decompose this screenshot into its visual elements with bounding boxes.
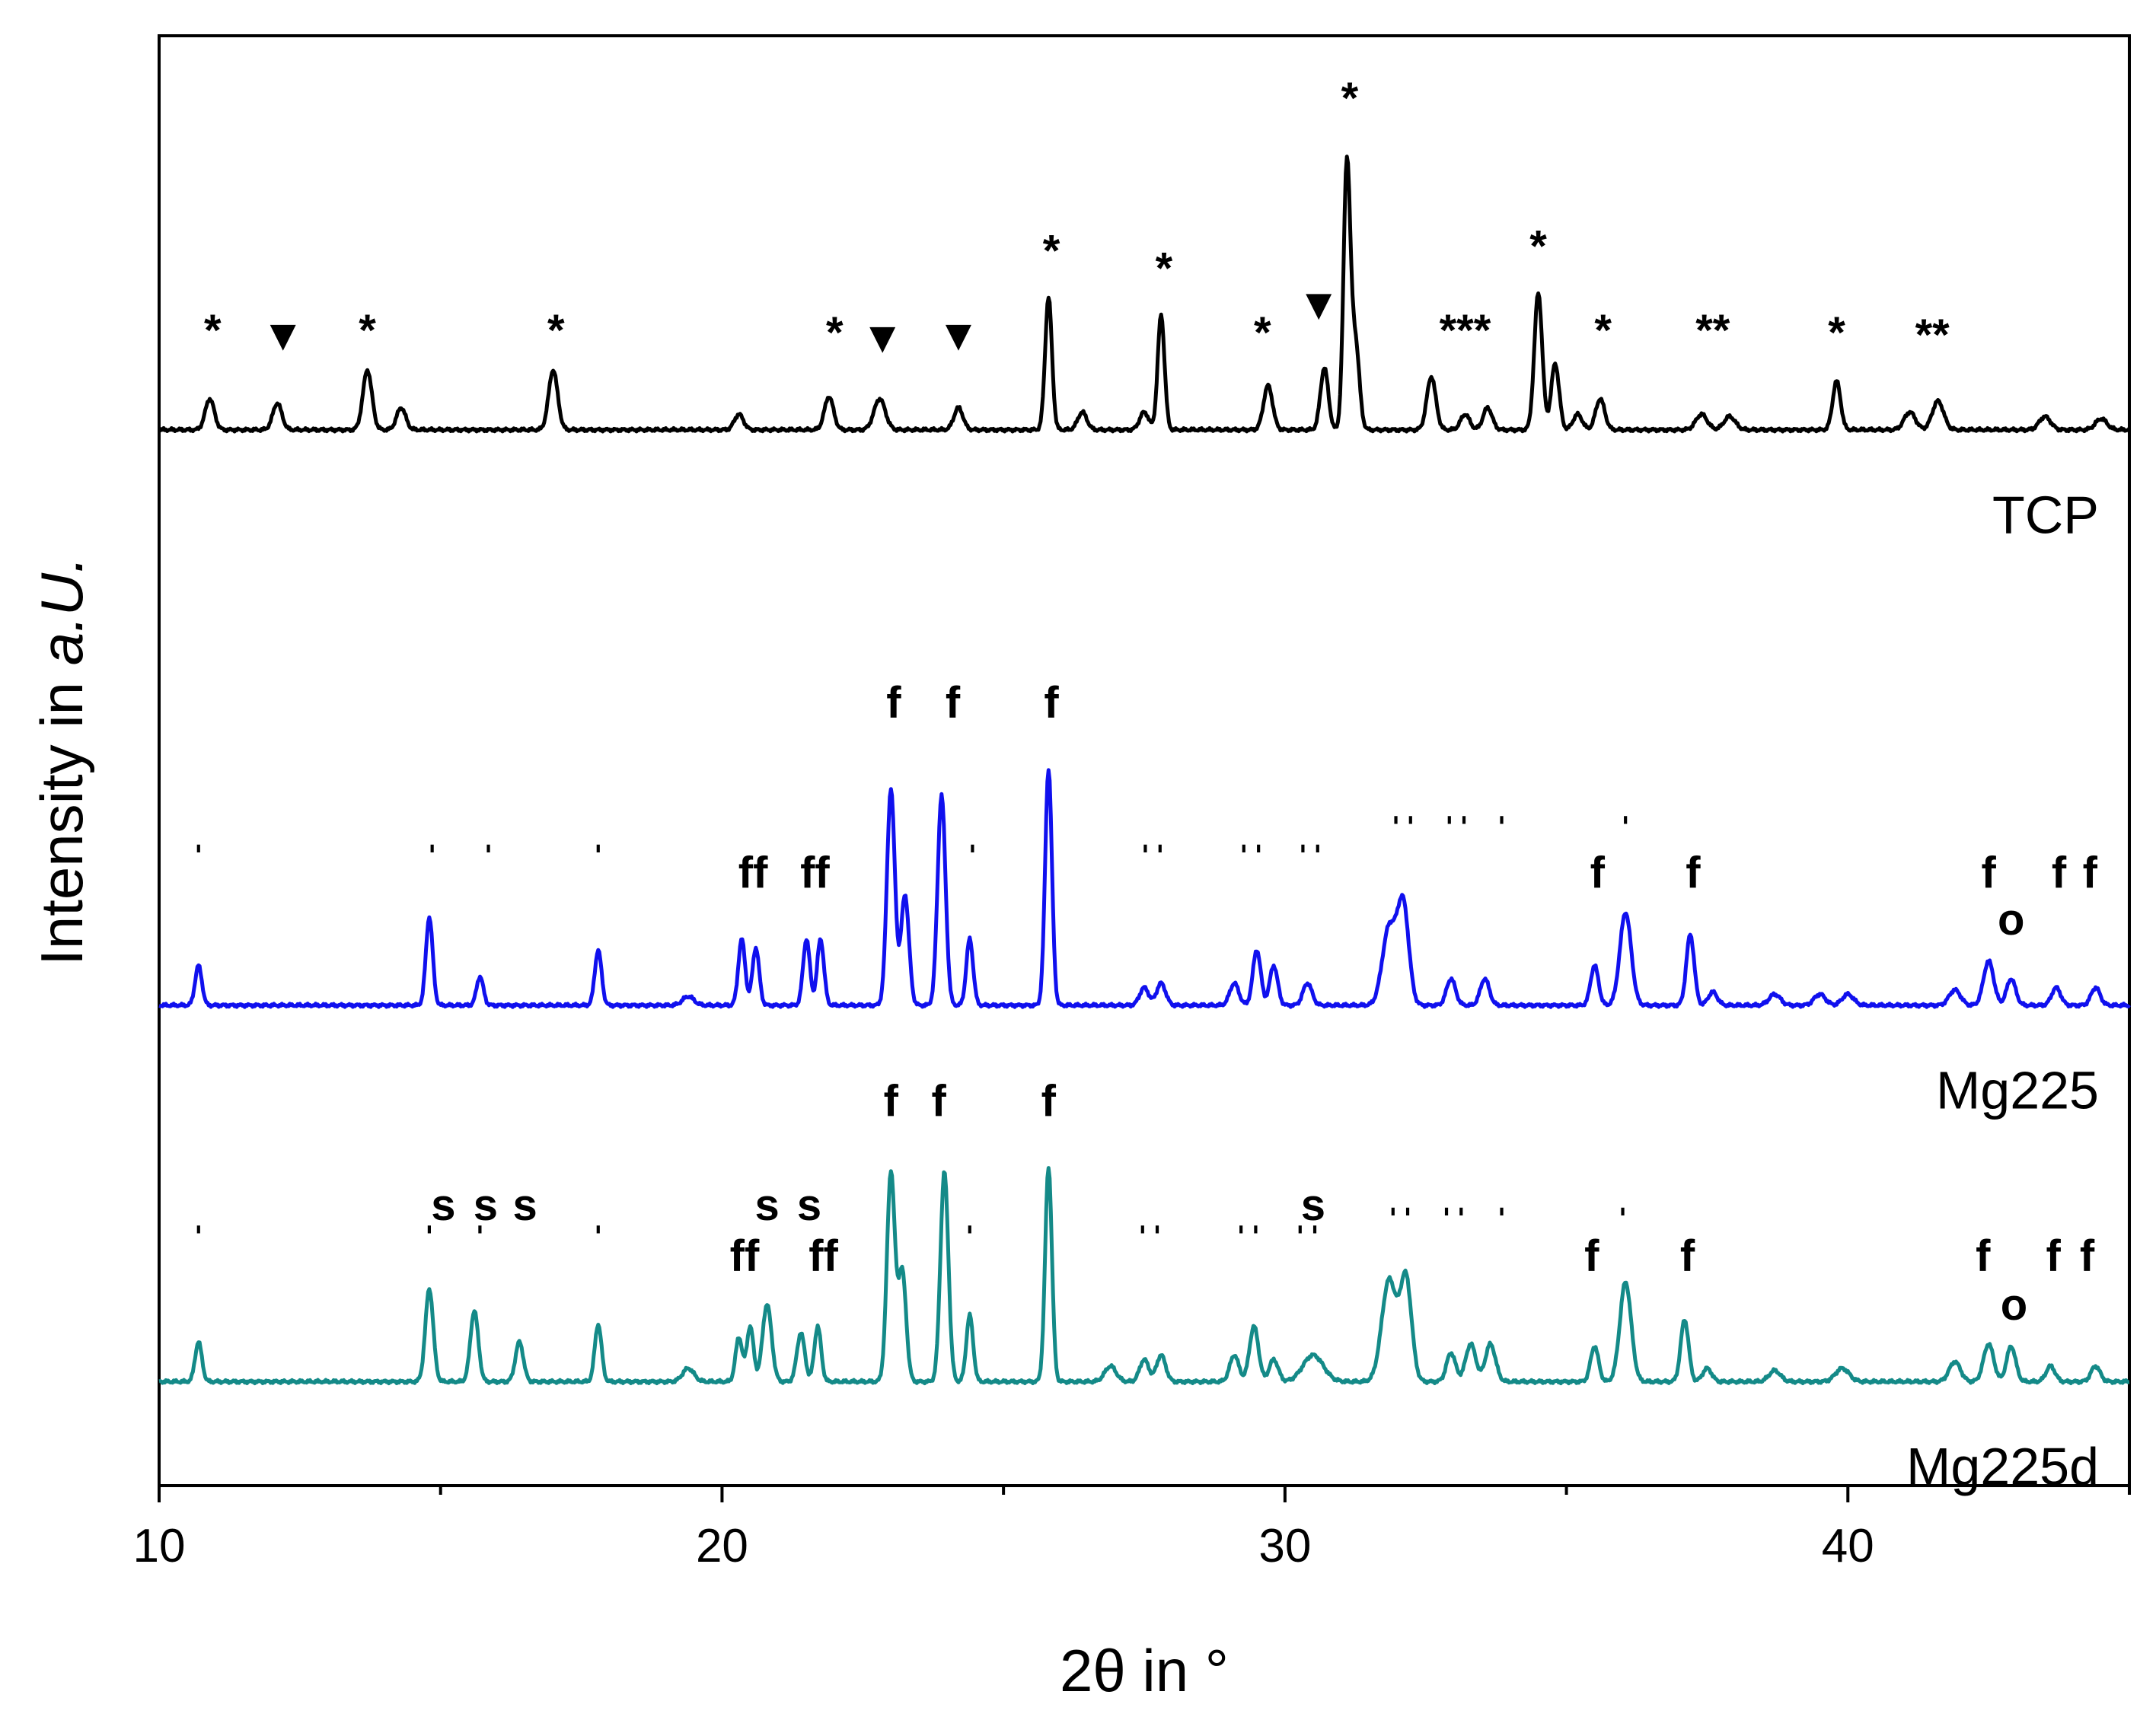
x-tick-label: 10 (133, 1520, 186, 1572)
plot-frame (158, 34, 2131, 1487)
phase-marker: f (2080, 1231, 2095, 1281)
phase-marker: ˈ (1615, 1200, 1630, 1250)
phase-marker: ▼ (1297, 279, 1341, 329)
phase-marker: f (2046, 1231, 2062, 1281)
phase-marker: ˈˈ (1442, 808, 1472, 858)
phase-marker: s (754, 1180, 779, 1230)
phase-marker: ˈ (422, 1218, 436, 1267)
phase-marker: f (1686, 849, 1701, 898)
phase-marker: * (1828, 308, 1845, 358)
phase-marker: s (1301, 1180, 1325, 1230)
phase-marker: * (826, 308, 844, 358)
series-line-mg225 (158, 768, 2131, 1009)
phase-marker: ˈˈ (1233, 1218, 1263, 1267)
phase-marker: f (1044, 678, 1059, 728)
phase-marker: ▼ (261, 311, 305, 360)
phase-marker: ˈ (962, 1218, 977, 1267)
phase-marker: ff (730, 1231, 760, 1281)
series-layer (158, 154, 2132, 1386)
phase-marker: f (884, 1076, 899, 1126)
phase-marker: ˈ (191, 1218, 206, 1267)
x-tick-label: 20 (696, 1520, 748, 1572)
phase-marker: ▼ (860, 313, 904, 362)
phase-marker: ˈˈ (1138, 837, 1168, 887)
phase-marker: f (946, 678, 961, 728)
phase-marker: ▼ (936, 311, 980, 360)
phase-marker: o (1998, 895, 2024, 945)
y-axis-title: Intensity in a.U. (28, 556, 95, 966)
phase-marker: ˈ (591, 837, 605, 887)
phase-marker: f (1981, 849, 1996, 898)
phase-marker: f (1041, 1076, 1057, 1126)
phase-marker: ff (800, 849, 830, 898)
x-axis-title: 2θ in ° (1060, 1637, 1229, 1704)
phase-marker: ˈˈ (1135, 1218, 1165, 1267)
phase-marker: ˈ (191, 837, 206, 887)
phase-marker: s (474, 1180, 498, 1230)
phase-marker: ˈ (1619, 808, 1633, 858)
phase-marker: o (2001, 1280, 2027, 1330)
phase-marker: f (886, 678, 901, 728)
series-label-mg225d: Mg225d (1906, 1437, 2099, 1496)
phase-marker: ˈ (1494, 808, 1509, 858)
phase-marker: f (931, 1076, 946, 1126)
phase-marker: ˈ (965, 837, 980, 887)
phase-marker: s (797, 1180, 821, 1230)
series-line-mg225d (158, 1166, 2130, 1386)
phase-marker: * (1529, 222, 1547, 272)
phase-marker: * (1341, 74, 1359, 123)
phase-marker: ˈ (1494, 1200, 1509, 1250)
phase-marker: f (2052, 849, 2067, 898)
phase-marker: * (1156, 244, 1173, 294)
phase-marker: f (2083, 849, 2098, 898)
phase-marker: ˈˈ (1389, 808, 1418, 858)
phase-marker: ff (738, 849, 768, 898)
phase-marker: ˈ (425, 837, 439, 887)
y-axis-title-unit: a.U. (28, 556, 95, 665)
phase-marker: f (1976, 1231, 1991, 1281)
phase-marker: ff (808, 1231, 838, 1281)
phase-marker: ˈ (473, 1218, 487, 1267)
phase-marker: * (359, 306, 376, 355)
x-tick-label: 30 (1258, 1520, 1311, 1572)
phase-marker: ˈˈ (1296, 837, 1325, 887)
series-label-mg225: Mg225 (1936, 1061, 2099, 1120)
x-axis: 10 20 30 40 (133, 1486, 2131, 1572)
phase-marker: * (1043, 226, 1060, 276)
phase-marker: f (1584, 1231, 1599, 1281)
phase-marker: *** (1440, 306, 1491, 355)
phase-marker: * (1594, 306, 1612, 355)
series-label-tcp: TCP (1992, 486, 2099, 545)
phase-marker: ˈ (481, 837, 496, 887)
y-axis-title-prefix: Intensity in (28, 665, 95, 966)
series-label-layer: TCP Mg225 Mg225d (1906, 486, 2099, 1497)
phase-marker: ˈˈ (1439, 1200, 1469, 1250)
phase-marker: * (204, 306, 222, 355)
phase-marker: ˈˈ (1386, 1200, 1415, 1250)
series-line-tcp (158, 154, 2132, 434)
phase-marker: s (431, 1180, 455, 1230)
phase-marker: ˈ (591, 1218, 605, 1267)
phase-marker: ** (1915, 311, 1950, 360)
phase-marker: f (1590, 849, 1606, 898)
phase-marker: ˈˈ (1236, 837, 1266, 887)
x-tick-label: 40 (1822, 1520, 1874, 1572)
phase-marker: * (547, 306, 565, 355)
phase-marker: f (1680, 1231, 1695, 1281)
annotation-layer: * ▼ * * * ▼ ▼* **▼****** ** * **f f fˈ ˈ ˈ ˈ ff ff ˈ ˈˈ ˈˈ ˈˈ… (191, 74, 2097, 1330)
phase-marker: ** (1695, 306, 1730, 355)
phase-marker: ˈˈ (1293, 1218, 1322, 1267)
phase-marker: * (1254, 308, 1271, 358)
phase-marker: s (512, 1180, 537, 1230)
